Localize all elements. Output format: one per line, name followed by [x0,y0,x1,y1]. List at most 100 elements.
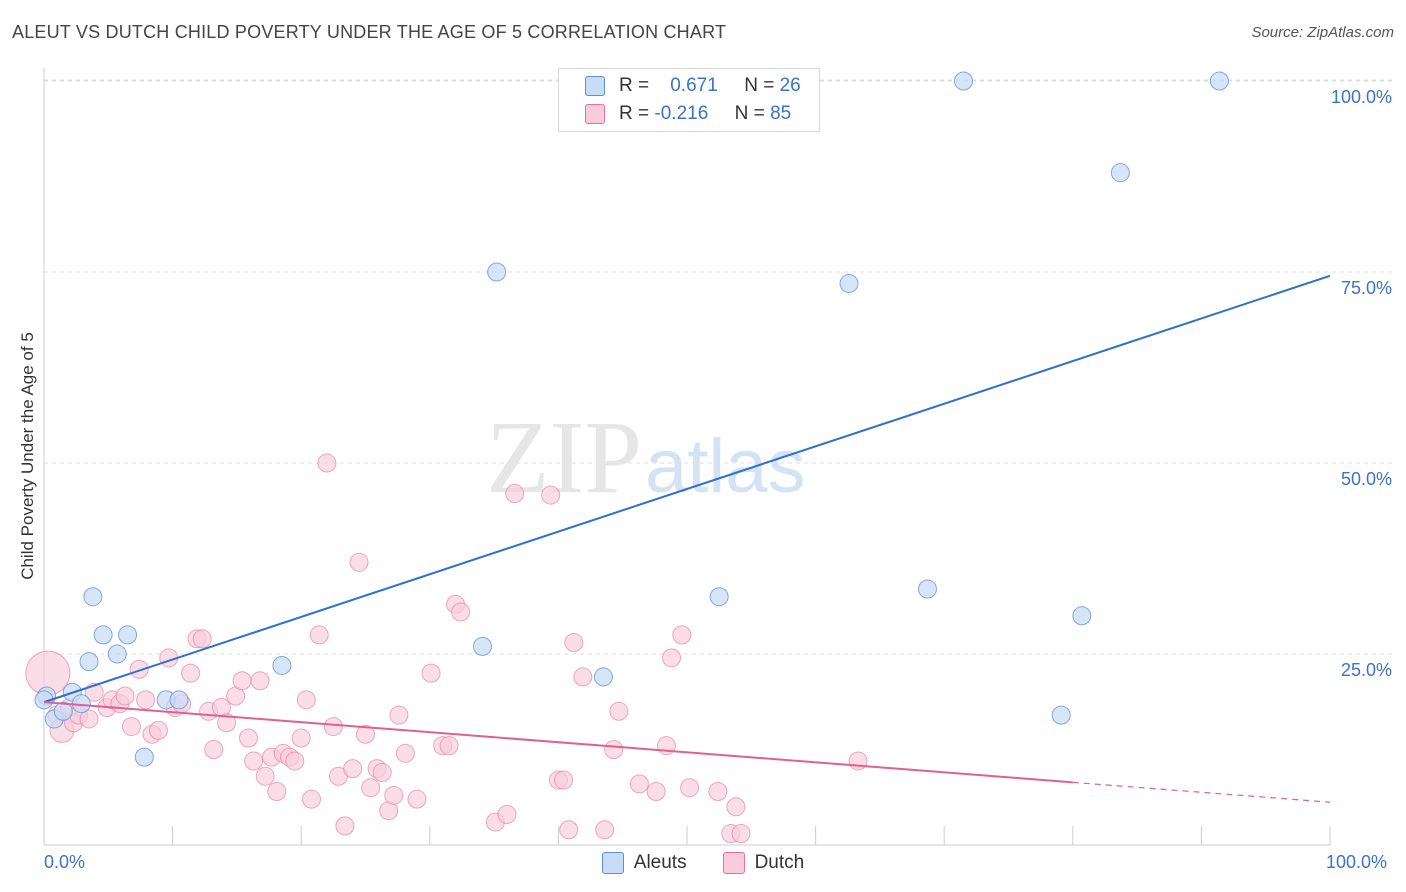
legend-item-aleuts[interactable]: Aleuts [601,852,687,874]
dutch-point [672,625,692,645]
dutch-point [372,762,392,782]
aleut-point [93,625,113,645]
dutch-legend-swatch [722,852,745,874]
aleut-point [134,747,154,767]
aleut-point [79,652,99,672]
x-tick-label-max: 100.0% [1326,852,1388,872]
aleut-point [487,262,507,282]
dutch-point [505,484,525,504]
legend-n-label: N = [744,75,775,96]
dutch-points [25,453,868,844]
axes [43,68,1331,846]
dutch-point [192,629,212,649]
aleuts-trend-line [43,274,1331,704]
dutch-point [238,728,258,748]
dutch-point [148,720,168,740]
dutch-point [129,659,149,679]
watermark: ZIP atlas [486,400,806,515]
y-tick-label-75: 75.0% [1340,278,1392,298]
dutch-point [79,709,99,729]
aleut-point [473,636,493,656]
dutch-trend-line [43,701,1073,784]
stats-legend: R = 0.671 N = 26 R = -0.216 N = 85 [558,68,820,132]
aleut-point [107,644,127,664]
chart-title: ALEUT VS DUTCH CHILD POVERTY UNDER THE A… [12,22,727,42]
legend-n-label: N = [734,103,765,124]
aleut-point [953,71,973,91]
dutch-point [609,701,629,721]
dutch-point [604,740,624,759]
legend-row-aleuts: R = 0.671 N = 26 [585,73,801,99]
dutch-point [115,686,135,706]
dutch-point [726,797,746,817]
aleut-point [53,701,73,721]
aleut-point [593,667,613,687]
aleut-point [118,625,138,645]
aleut-point [917,579,937,599]
dutch-point [291,728,311,748]
dutch-point [349,552,369,572]
dutch-point [451,602,471,622]
dutch-point [335,816,355,836]
dutch-point [232,671,252,691]
dutch-point [559,820,579,840]
legend-r-label: R = [619,75,650,96]
dutch-point [250,671,270,691]
y-tick-label-25: 25.0% [1340,660,1392,680]
dutch-point [708,782,728,802]
dutch-point [573,667,593,687]
dutch-point [662,648,682,668]
legend-item-dutch[interactable]: Dutch [722,852,804,874]
dutch-point [181,663,201,683]
dutch-trend-extension [1072,781,1331,803]
dutch-point [356,724,375,744]
y-tick-label-100: 100.0% [1330,87,1392,107]
gridlines [44,79,1392,655]
dutch-point [267,782,287,802]
trend-lines [43,274,1331,803]
dutch-point [564,633,584,653]
dutch-point [255,766,275,786]
aleut-point [839,273,859,293]
aleut-point [1051,705,1071,725]
dutch-point [244,751,264,771]
series-legend: Aleuts Dutch [0,852,1406,874]
aleut-point [1110,163,1130,183]
dutch-point [296,690,316,710]
aleuts-legend-swatch [601,852,624,874]
dutch-swatch [585,104,605,124]
dutch-point [361,778,381,798]
dutch-point [421,663,441,683]
dutch-point [731,824,751,844]
dutch-point [595,820,615,840]
dutch-point [554,770,574,790]
legend-row-dutch: R = -0.216 N = 85 [585,101,791,127]
dutch-point [389,705,409,725]
dutch-point [217,713,237,733]
dutch-point [680,778,700,798]
dutch-point [323,717,343,737]
dutch-point [136,690,156,710]
dutch-point [646,782,666,802]
dutch-point [204,740,224,759]
aleut-point [1072,606,1092,626]
dutch-point [309,625,329,645]
aleut-point [169,690,189,710]
dutch-point [439,736,459,756]
legend-label-aleuts: Aleuts [633,852,687,873]
dutch-point [629,774,649,794]
dutch-point [497,804,517,824]
dutch-point [121,717,141,737]
x-tick-label-min: 0.0% [44,852,86,872]
legend-r-value: -0.216 [654,103,709,124]
y-tick-label-50: 50.0% [1340,469,1392,489]
dutch-point [395,743,415,763]
watermark-atlas: atlas [645,424,806,509]
dutch-point [407,789,427,809]
legend-r-value: 0.671 [670,75,718,96]
aleut-point [709,587,729,607]
legend-n-value: 85 [770,103,792,124]
aleut-point [1209,71,1229,91]
dutch-point [541,485,561,505]
